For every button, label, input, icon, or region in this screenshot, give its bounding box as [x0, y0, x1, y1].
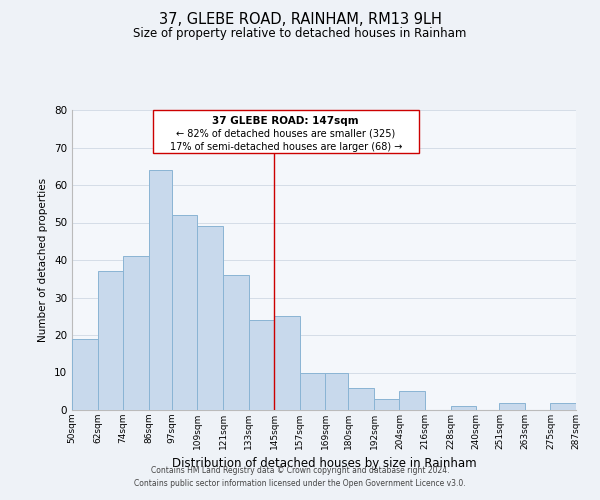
Bar [98, 271, 123, 410]
X-axis label: Distribution of detached houses by size in Rainham: Distribution of detached houses by size … [172, 458, 476, 470]
Bar [499, 402, 525, 410]
Bar [299, 372, 325, 410]
Text: 17% of semi-detached houses are larger (68) →: 17% of semi-detached houses are larger (… [170, 142, 402, 152]
Bar [248, 320, 274, 410]
Bar [400, 391, 425, 410]
Bar [451, 406, 476, 410]
Bar [325, 372, 349, 410]
Bar [550, 402, 576, 410]
Bar [274, 316, 299, 410]
Bar [72, 339, 98, 410]
Text: Size of property relative to detached houses in Rainham: Size of property relative to detached ho… [133, 28, 467, 40]
Bar [197, 226, 223, 410]
Text: 37 GLEBE ROAD: 147sqm: 37 GLEBE ROAD: 147sqm [212, 116, 359, 126]
Bar [172, 215, 197, 410]
Bar [223, 275, 248, 410]
Text: 37, GLEBE ROAD, RAINHAM, RM13 9LH: 37, GLEBE ROAD, RAINHAM, RM13 9LH [158, 12, 442, 28]
FancyBboxPatch shape [153, 110, 419, 153]
Y-axis label: Number of detached properties: Number of detached properties [38, 178, 49, 342]
Bar [149, 170, 172, 410]
Bar [374, 399, 400, 410]
Text: ← 82% of detached houses are smaller (325): ← 82% of detached houses are smaller (32… [176, 128, 395, 138]
Bar [123, 256, 149, 410]
Bar [349, 388, 374, 410]
Text: Contains HM Land Registry data © Crown copyright and database right 2024.
Contai: Contains HM Land Registry data © Crown c… [134, 466, 466, 487]
